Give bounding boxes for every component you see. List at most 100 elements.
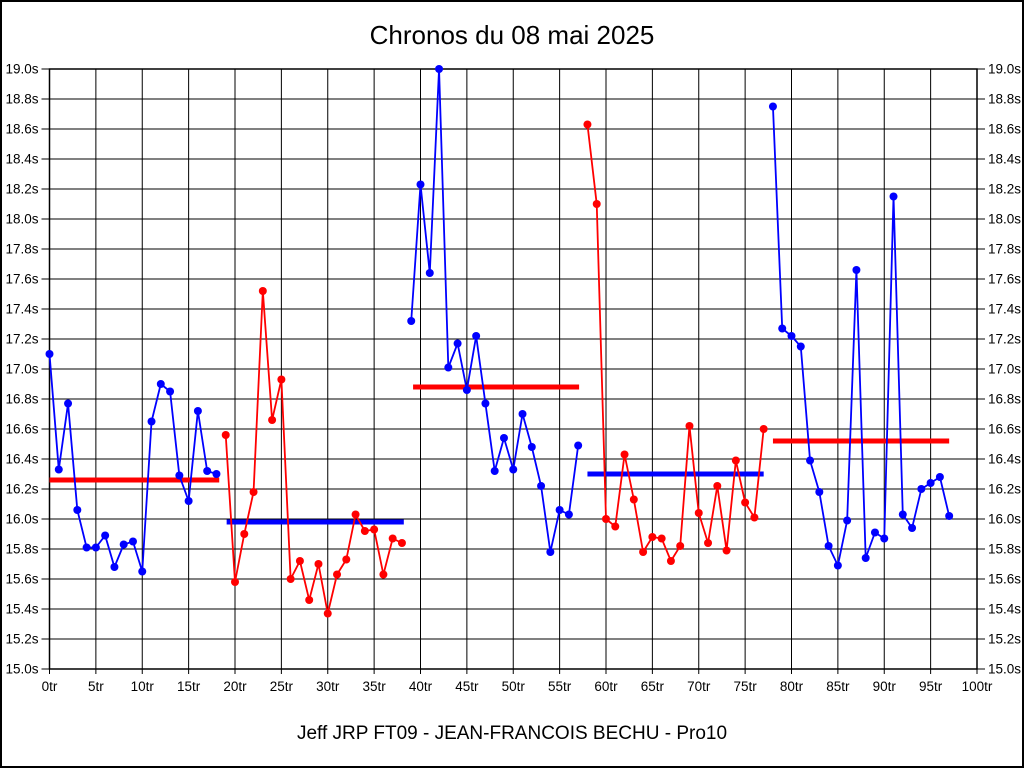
heat-1-laps-0-18-point xyxy=(101,531,110,540)
y-axis-label-right: 18.8s xyxy=(988,92,1021,107)
heat-1-laps-0-18-point xyxy=(212,470,221,478)
heat-5-laps-78-97-point xyxy=(824,542,833,550)
heat-1-laps-0-18-point xyxy=(128,537,137,546)
heat-2-laps-19-38-point xyxy=(231,578,239,586)
x-axis-label: 30tr xyxy=(316,679,340,694)
y-axis-label-left: 18.2s xyxy=(5,182,38,197)
heat-4-laps-58-77-point xyxy=(602,515,610,523)
heat-3-laps-39-57-point xyxy=(462,386,471,394)
heat-1-laps-0-18-point xyxy=(64,399,73,408)
heat-1-laps-0-18-point xyxy=(184,497,193,505)
y-axis-label-left: 17.0s xyxy=(5,362,38,377)
y-axis-label-left: 15.2s xyxy=(5,632,38,647)
y-axis-label-left: 18.6s xyxy=(5,122,38,137)
x-axis-label: 60tr xyxy=(594,679,618,694)
x-axis-label: 0tr xyxy=(42,679,58,694)
heat-3-laps-39-57-point xyxy=(472,332,481,340)
y-axis-label-left: 17.8s xyxy=(5,242,38,257)
heat-5-laps-78-97-point xyxy=(852,266,861,274)
heat-2-laps-19-38-point xyxy=(295,557,304,565)
x-axis-label: 85tr xyxy=(826,679,850,694)
x-axis-label: 15tr xyxy=(177,679,201,694)
heat-5-laps-78-97-point xyxy=(843,516,852,525)
heat-4-laps-58-77-point xyxy=(741,498,750,507)
x-axis-label: 70tr xyxy=(687,679,711,694)
y-axis-label-left: 17.4s xyxy=(5,302,38,317)
x-axis-label: 55tr xyxy=(548,679,572,694)
heat-3-laps-39-57-point xyxy=(555,506,564,514)
heat-4-laps-58-77-point xyxy=(722,546,731,555)
heat-3-laps-39-57-point xyxy=(416,180,425,189)
heat-1-laps-0-18-point xyxy=(110,563,119,571)
heat-3-laps-39-57-point xyxy=(425,269,434,277)
heat-5-laps-78-97-point xyxy=(908,524,917,532)
x-axis-label: 75tr xyxy=(733,679,757,694)
y-axis-label-left: 18.4s xyxy=(5,152,38,167)
chart-footer-caption: Jeff JRP FT09 - JEAN-FRANCOIS BECHU - Pr… xyxy=(296,723,728,744)
x-axis-label: 5tr xyxy=(88,679,104,694)
heat-3-laps-39-57-point xyxy=(537,482,546,490)
heat-2-laps-19-38-point xyxy=(351,510,360,519)
heat-2-laps-19-38-point xyxy=(240,530,249,538)
y-axis-label-right: 18.2s xyxy=(988,182,1021,197)
heat-5-laps-78-97-point xyxy=(833,561,842,570)
heat-5-laps-78-97-point xyxy=(935,473,944,481)
heat-3-laps-39-57-point xyxy=(527,443,536,451)
y-axis-label-left: 17.6s xyxy=(5,272,38,287)
heat-4-laps-58-77-point xyxy=(648,533,657,541)
heat-3-laps-39-57-line xyxy=(410,68,580,553)
heat-4-laps-58-77-point xyxy=(731,456,740,465)
y-axis-label-left: 15.8s xyxy=(5,542,38,557)
heat-3-laps-39-57-point xyxy=(435,65,444,73)
heat-1-laps-0-18-point xyxy=(82,543,91,552)
heat-1-laps-0-18-point xyxy=(138,567,147,576)
x-axis-label: 95tr xyxy=(919,679,943,694)
y-axis-label-left: 15.0s xyxy=(5,662,38,677)
heat-2-laps-19-38-point xyxy=(221,431,230,439)
heat-3-laps-39-57-point xyxy=(444,363,453,372)
y-axis-label-right: 16.2s xyxy=(988,482,1021,497)
x-axis-label: 20tr xyxy=(223,679,247,694)
heat-2-laps-19-38-point xyxy=(268,416,277,424)
x-axis-label: 25tr xyxy=(270,679,294,694)
heat-4-laps-58-77-point xyxy=(713,482,722,490)
y-axis-label-right: 16.8s xyxy=(988,392,1021,407)
heat-3-laps-39-57-point xyxy=(564,510,573,519)
heat-2-laps-19-38-point xyxy=(286,575,295,583)
y-axis-label-left: 19.0s xyxy=(5,62,38,77)
heat-5-laps-78-97-point xyxy=(768,102,777,111)
x-axis-label: 45tr xyxy=(455,679,479,694)
y-axis-label-right: 18.6s xyxy=(988,122,1021,137)
heat-5-laps-78-97-point xyxy=(945,512,954,520)
heat-2-laps-19-38-point xyxy=(360,527,369,535)
heat-2-laps-19-38-point xyxy=(249,488,258,496)
heat-3-laps-39-57-point xyxy=(490,467,499,475)
heat-5-laps-78-97-point xyxy=(898,510,907,519)
x-axis-label: 50tr xyxy=(502,679,526,694)
y-axis-label-right: 15.2s xyxy=(988,632,1021,647)
y-axis-label-right: 17.4s xyxy=(988,302,1021,317)
heat-1-laps-0-18-point xyxy=(119,540,128,549)
heat-5-laps-78-97-point xyxy=(815,488,824,496)
heat-4-laps-58-77-line xyxy=(586,124,765,563)
y-axis-label-left: 16.2s xyxy=(5,482,38,497)
heat-4-laps-58-77-point xyxy=(629,495,638,504)
y-axis-label-left: 17.2s xyxy=(5,332,38,347)
heat-1-laps-0-18-point xyxy=(91,543,100,552)
y-axis-label-left: 18.8s xyxy=(5,92,38,107)
heat-1-laps-0-18-point xyxy=(156,380,165,388)
x-axis-label: 65tr xyxy=(641,679,665,694)
heat-5-laps-78-97-point xyxy=(796,342,805,351)
heat-4-laps-58-77-point xyxy=(620,450,629,459)
chart-title: Chronos du 08 mai 2025 xyxy=(369,20,655,50)
x-axis-label: 35tr xyxy=(362,679,386,694)
heat-2-laps-19-38-point xyxy=(323,609,332,618)
heat-3-laps-39-57-point xyxy=(518,410,527,418)
y-axis-label-right: 18.0s xyxy=(988,212,1021,227)
heat-5-laps-78-97-point xyxy=(889,192,898,201)
y-axis-label-right: 19.0s xyxy=(988,62,1021,77)
heat-4-laps-58-77-point xyxy=(676,542,685,550)
y-axis-label-right: 18.4s xyxy=(988,152,1021,167)
